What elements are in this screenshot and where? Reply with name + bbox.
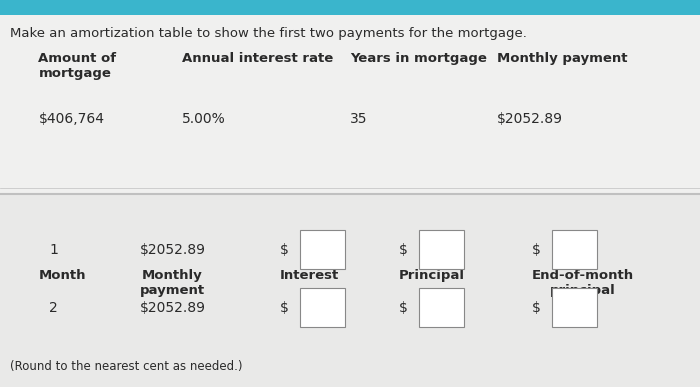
Bar bbox=[552, 288, 597, 327]
Text: 2: 2 bbox=[49, 301, 57, 315]
Bar bbox=[0, 194, 700, 387]
Text: $: $ bbox=[399, 243, 408, 257]
Bar bbox=[300, 288, 345, 327]
Text: $: $ bbox=[280, 243, 289, 257]
Text: 35: 35 bbox=[350, 112, 368, 126]
Text: Monthly payment: Monthly payment bbox=[497, 52, 627, 65]
Text: 1: 1 bbox=[49, 243, 58, 257]
Bar bbox=[552, 230, 597, 269]
Bar bbox=[419, 230, 464, 269]
Text: Principal: Principal bbox=[399, 269, 465, 282]
Text: $: $ bbox=[532, 243, 541, 257]
Text: Make an amortization table to show the first two payments for the mortgage.: Make an amortization table to show the f… bbox=[10, 27, 527, 40]
Text: Monthly
payment: Monthly payment bbox=[140, 269, 205, 297]
Text: $2052.89: $2052.89 bbox=[140, 301, 206, 315]
Text: $2052.89: $2052.89 bbox=[497, 112, 563, 126]
Bar bbox=[419, 288, 464, 327]
Text: $: $ bbox=[399, 301, 408, 315]
Text: $2052.89: $2052.89 bbox=[140, 243, 206, 257]
Text: Amount of
mortgage: Amount of mortgage bbox=[38, 52, 117, 80]
Bar bbox=[0, 0, 700, 194]
Bar bbox=[0, 0, 700, 15]
Text: $: $ bbox=[532, 301, 541, 315]
Text: $406,764: $406,764 bbox=[38, 112, 104, 126]
Text: (Round to the nearest cent as needed.): (Round to the nearest cent as needed.) bbox=[10, 360, 243, 373]
Text: Interest: Interest bbox=[280, 269, 340, 282]
Text: End-of-month
principal: End-of-month principal bbox=[532, 269, 634, 297]
Text: Month: Month bbox=[38, 269, 86, 282]
Text: Annual interest rate: Annual interest rate bbox=[182, 52, 333, 65]
Text: 5.00%: 5.00% bbox=[182, 112, 225, 126]
Text: $: $ bbox=[280, 301, 289, 315]
Bar bbox=[300, 230, 345, 269]
Text: Years in mortgage: Years in mortgage bbox=[350, 52, 487, 65]
